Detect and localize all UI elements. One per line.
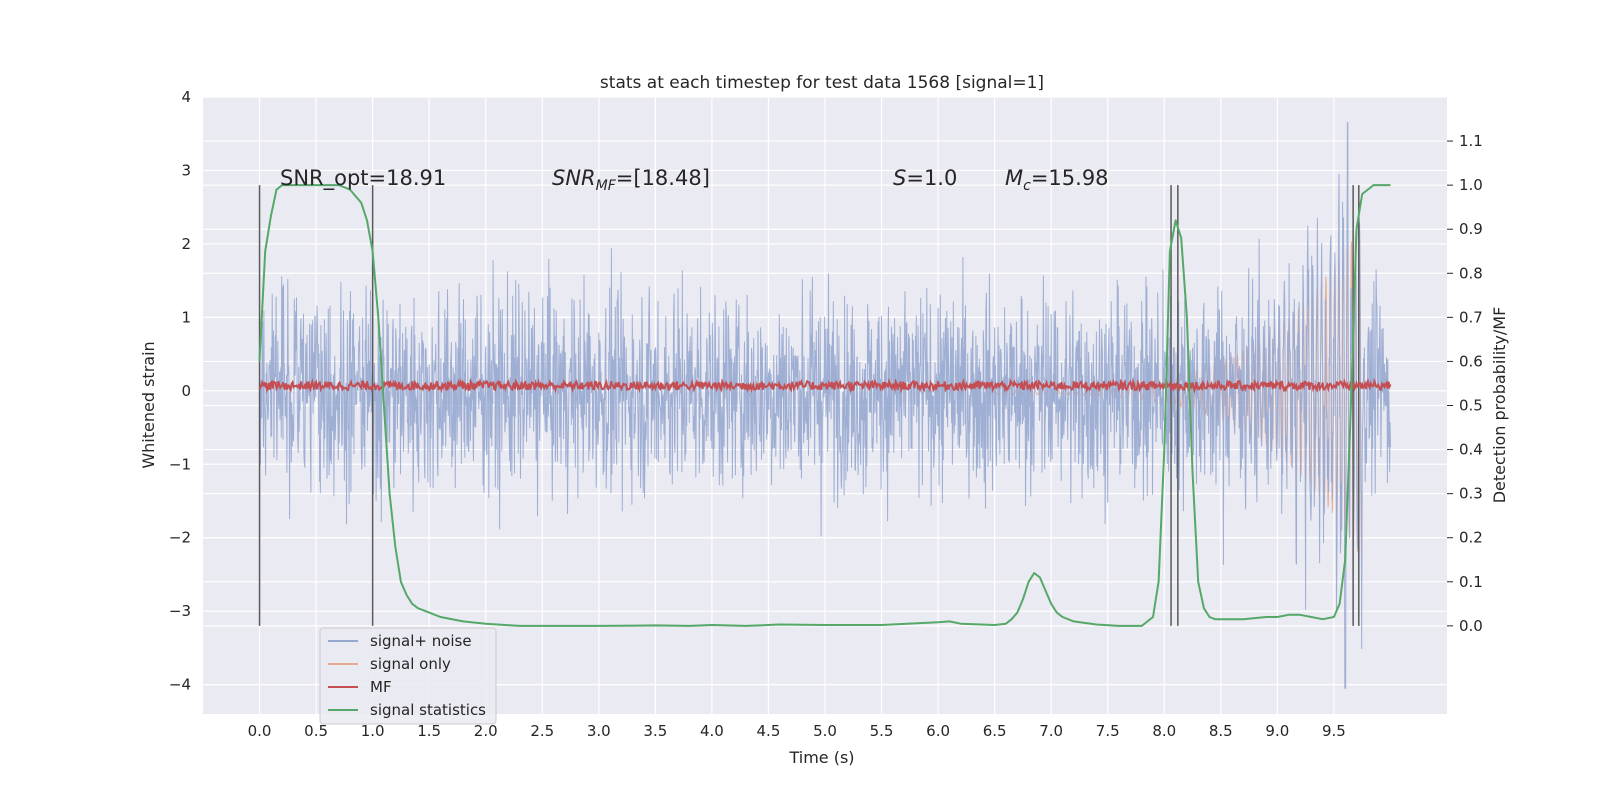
y-right-tick-label: 0.8 (1459, 264, 1483, 282)
y-tick-label: 2 (181, 235, 191, 253)
annotation-s: S=1.0 (893, 166, 957, 190)
y-right-tick-label: 0.9 (1459, 220, 1483, 238)
y-tick-label: 1 (181, 308, 191, 326)
x-tick-label: 3.0 (587, 722, 611, 740)
y-tick-label: 0 (181, 382, 191, 400)
legend: signal+ noise signal only MF signal stat… (319, 627, 497, 725)
signal-statistics-series (258, 184, 1391, 627)
y-tick-label: 3 (181, 161, 191, 179)
y-tick-label: −1 (169, 455, 191, 473)
x-axis-label: Time (s) (788, 748, 854, 767)
x-tick-label: 2.5 (530, 722, 554, 740)
x-tick-label: 3.5 (643, 722, 667, 740)
y-axis-label: Whitened strain (139, 341, 158, 468)
x-tick-label: 8.5 (1209, 722, 1233, 740)
annotation-mc-subscript: c (1023, 178, 1031, 194)
legend-label-signal-noise: signal+ noise (370, 632, 472, 650)
legend-label-signal-statistics: signal statistics (370, 701, 486, 719)
annotation-mc-symbol: M (1005, 166, 1023, 190)
y-right-tick-label: 0.1 (1459, 573, 1483, 591)
legend-box (319, 627, 497, 725)
x-tick-label: 7.0 (1039, 722, 1063, 740)
x-tick-label: 4.0 (700, 722, 724, 740)
annotation-snr-opt: SNR_opt=18.91 (280, 166, 446, 191)
annotation-snr-mf-value: =[18.48] (616, 166, 710, 190)
annotation-mc: Mc=15.98 (1005, 166, 1109, 194)
x-tick-label: 4.5 (757, 722, 781, 740)
signal-statistics-line (258, 184, 1391, 627)
annotation-s-symbol: S (893, 166, 906, 190)
x-tick-label: 5.0 (813, 722, 837, 740)
y-right-tick-label: 1.1 (1459, 132, 1483, 150)
annotation-snr-mf-symbol: SNR (552, 166, 596, 190)
legend-label-mf: MF (370, 678, 392, 696)
y-right-tick-label: 0.7 (1459, 308, 1483, 326)
x-tick-labels: 0.0 0.5 1.0 1.5 2.0 2.5 3.0 3.5 4.0 4.5 5.0 5.5 6.0 6… (248, 722, 1346, 740)
annotation-snr-mf: SNRMF=[18.48] (552, 166, 710, 194)
annotations: SNR_opt=18.91 SNRMF=[18.48] S=1.0 Mc=15.… (280, 166, 1109, 194)
x-tick-label: 7.5 (1096, 722, 1120, 740)
y-tick-label: −4 (169, 676, 191, 694)
y-right-tick-label: 0.4 (1459, 441, 1483, 459)
x-tick-label: 1.0 (361, 722, 385, 740)
annotation-snr-mf-subscript: MF (596, 178, 617, 194)
y-right-tick-label: 0.2 (1459, 529, 1483, 547)
x-tick-label: 9.0 (1265, 722, 1289, 740)
mf-series (258, 377, 1392, 394)
legend-label-signal-only: signal only (370, 655, 451, 673)
y-right-tick-label: 0.0 (1459, 617, 1483, 635)
x-tick-label: 6.5 (983, 722, 1007, 740)
chart-title: stats at each timestep for test data 156… (600, 73, 1044, 93)
y-tick-label: 4 (181, 88, 191, 106)
y-tick-labels: 4 3 2 1 0 −1 −2 −3 −4 (169, 88, 191, 694)
annotation-mc-value: =15.98 (1031, 166, 1109, 190)
y-right-tick-label: 0.5 (1459, 397, 1483, 415)
y-tick-label: −2 (169, 529, 191, 547)
x-tick-label: 1.5 (417, 722, 441, 740)
y-right-tick-label: 1.0 (1459, 176, 1483, 194)
x-tick-label: 0.5 (304, 722, 328, 740)
y-tick-label: −3 (169, 602, 191, 620)
x-tick-label: 5.5 (870, 722, 894, 740)
x-tick-label: 9.5 (1322, 722, 1346, 740)
mf-line (258, 377, 1392, 394)
x-tick-label: 2.0 (474, 722, 498, 740)
x-tick-label: 8.0 (1152, 722, 1176, 740)
y-right-axis-label: Detection probability/MF (1490, 307, 1509, 504)
annotation-s-value: =1.0 (906, 166, 957, 190)
y-right-tick-labels: 1.1 1.0 0.9 0.8 0.7 0.6 0.5 0.4 0.3 0.2 0.1 0.0 (1447, 132, 1483, 635)
y-right-tick-label: 0.3 (1459, 485, 1483, 503)
x-tick-label: 0.0 (248, 722, 272, 740)
y-right-tick-label: 0.6 (1459, 352, 1483, 370)
x-tick-label: 6.0 (926, 722, 950, 740)
vertical-markers (258, 185, 1360, 626)
